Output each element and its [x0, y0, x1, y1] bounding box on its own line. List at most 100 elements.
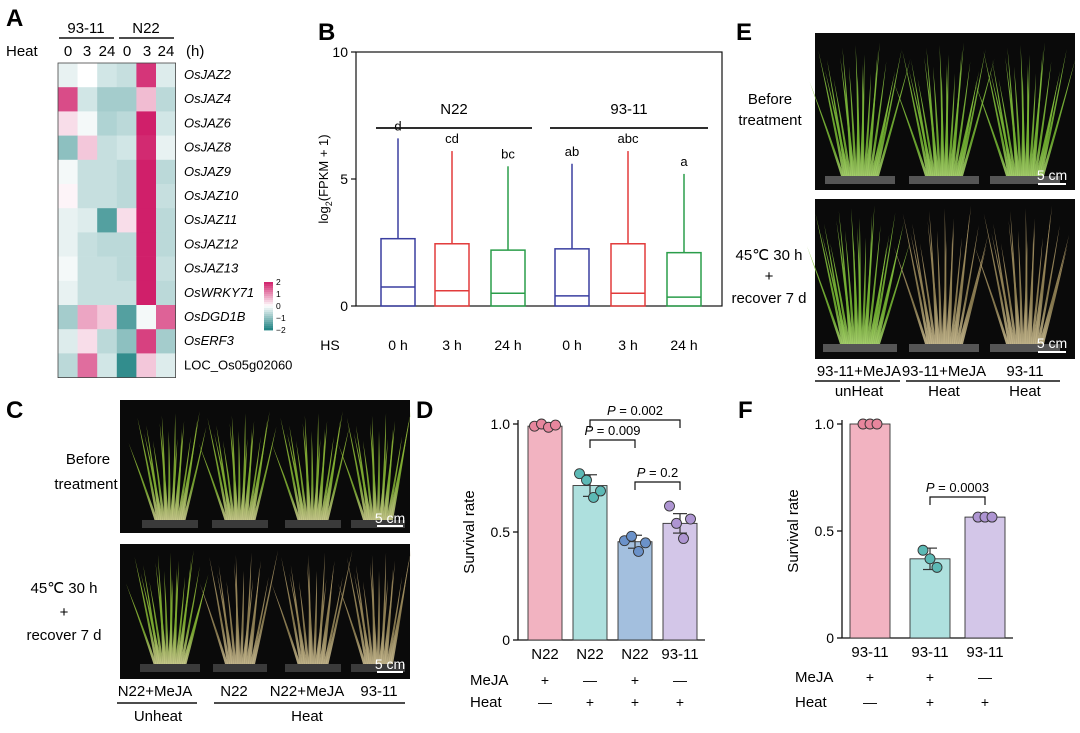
photo-subcaption: Heat	[928, 383, 961, 400]
meja-sign: +	[926, 669, 934, 685]
group-label: N22	[440, 101, 468, 118]
plant-leaf	[234, 562, 241, 664]
heatmap-cell	[156, 63, 176, 88]
data-point	[678, 533, 689, 544]
plant-leaf	[1028, 227, 1034, 344]
plant-leaf	[851, 208, 859, 344]
heat-row-label: Heat	[795, 694, 828, 711]
plant-leaf	[229, 423, 239, 520]
scale-label: 5 cm	[375, 510, 405, 526]
x-axis-label: HS	[320, 337, 339, 353]
meja-sign: +	[631, 672, 639, 688]
heatmap-group-n22: N22	[132, 20, 160, 37]
plant-leaf	[809, 81, 844, 176]
p-value: P = 0.2	[637, 465, 679, 480]
heatmap-cell	[136, 159, 157, 185]
plant-leaf	[172, 568, 177, 664]
plant-leaf	[910, 233, 935, 344]
heatmap-cell	[116, 63, 137, 88]
heatmap-cell	[58, 256, 78, 282]
data-point	[581, 474, 592, 486]
heat-sign: +	[676, 694, 684, 710]
heatmap-cell	[97, 208, 118, 233]
plant-pot	[285, 520, 341, 528]
plant-leaf	[833, 78, 852, 176]
before-label: Before	[748, 91, 792, 108]
heatmap-legend-step	[264, 316, 273, 319]
scale-label: 5 cm	[375, 656, 405, 672]
heatmap-legend-step	[264, 286, 273, 289]
plant-leaf	[214, 433, 234, 520]
plant-leaf	[223, 440, 235, 520]
photo-caption: 93-11+MeJA	[902, 363, 986, 380]
bar	[527, 425, 563, 641]
heat-row-label: Heat	[470, 694, 503, 711]
plant-leaf	[1017, 230, 1024, 344]
plant-pot	[990, 176, 1060, 184]
plant-leaf	[159, 423, 169, 520]
plant-pot	[351, 664, 405, 672]
before-label: treatment	[54, 476, 118, 493]
plant-pot	[909, 176, 979, 184]
plant-leaf	[307, 562, 314, 664]
x-tick-label: 93-11	[911, 644, 948, 661]
plant-leaf	[296, 440, 308, 520]
plant-leaf	[1008, 220, 1022, 344]
plant-leaf	[155, 562, 168, 664]
significance-letter: abc	[618, 131, 639, 146]
plant-leaf	[362, 440, 374, 520]
bar	[849, 423, 891, 639]
plant-leaf	[126, 583, 157, 664]
plant-leaf	[840, 57, 856, 177]
comparison-bracket	[634, 481, 681, 490]
significance-letter: a	[680, 154, 688, 169]
heatmap-time-label: 3	[143, 43, 151, 60]
data-point	[931, 561, 943, 573]
plant-leaf	[1014, 66, 1022, 176]
plant-leaf	[1000, 243, 1018, 344]
heatmap-cell	[116, 87, 137, 112]
heatmap-cell	[116, 111, 137, 136]
plant-leaf	[312, 570, 317, 664]
heatmap-time-label: 0	[123, 43, 131, 60]
plant-leaf	[171, 413, 176, 520]
plant-leaf	[1028, 73, 1036, 176]
photo-panel-e: 5 cm 5 cm Before treatment 45℃ 30 h + re…	[731, 33, 1076, 400]
panel-label-a: A	[6, 5, 23, 32]
plant-leaf	[947, 73, 955, 176]
heatmap-cell	[97, 256, 118, 282]
plant-leaf	[863, 73, 871, 176]
heatmap-time-unit: (h)	[186, 43, 204, 60]
plant-leaf	[384, 428, 394, 520]
plant-leaf	[1026, 63, 1030, 177]
heatmap-legend-step	[264, 308, 273, 311]
heatmap-time-label: 24	[158, 43, 175, 60]
plant-leaf	[927, 220, 941, 344]
plant-leaf	[280, 417, 303, 520]
data-point	[574, 468, 585, 480]
heat-sign: +	[926, 694, 934, 710]
data-point	[626, 530, 637, 542]
plant-leaf	[806, 246, 843, 344]
plant-leaf	[167, 430, 171, 520]
plant-pot	[990, 344, 1060, 352]
plant-leaf	[140, 573, 162, 664]
heatmap-legend-step	[264, 328, 273, 331]
heatmap-panel: 93-11 N22 Heat 0 3 24 0 3 24 (h) OsJAZ2 O…	[6, 20, 292, 379]
after-label: +	[60, 604, 69, 621]
plant-leaf	[198, 443, 228, 520]
bar	[964, 516, 1006, 639]
plant-leaf	[337, 583, 366, 664]
data-point	[986, 511, 998, 523]
photo-caption: N22	[220, 683, 248, 700]
plant-leaf	[241, 413, 246, 520]
photo-caption: 93-11	[1006, 363, 1043, 380]
comparison-bracket	[589, 439, 636, 448]
photo-panel-c: 5 cm 5 cm Before treatment 45℃ 30 h + re…	[26, 400, 412, 725]
plant-leaf	[137, 417, 160, 520]
x-tick-label: 0 h	[388, 337, 407, 353]
heatmap-cell	[58, 329, 78, 354]
group-unheat: Unheat	[134, 708, 183, 725]
meja-row-label: MeJA	[470, 672, 508, 689]
heatmap-cell	[97, 159, 118, 185]
